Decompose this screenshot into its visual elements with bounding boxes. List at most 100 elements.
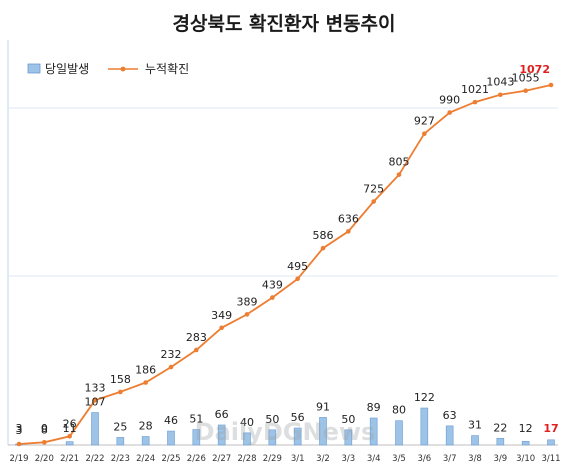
line-point-2/26	[194, 347, 199, 353]
x-tick-3/6: 3/6	[417, 454, 431, 464]
bar-label-2/25: 46	[164, 414, 178, 427]
bar-label-2/19: 3	[16, 422, 23, 435]
bar-2/28	[243, 432, 251, 446]
line-label-3/2: 586	[313, 229, 334, 242]
line-markers	[16, 82, 554, 447]
bar-label-2/24: 28	[139, 420, 153, 433]
bar-3/8	[471, 435, 479, 446]
line-label-3/8: 1021	[461, 83, 489, 96]
bar-3/10	[521, 441, 530, 446]
bar-label-3/9: 22	[493, 421, 507, 434]
line-label-2/21: 26	[63, 417, 77, 430]
line-point-2/28	[244, 312, 250, 317]
bar-label-2/27: 66	[215, 408, 229, 421]
x-tick-3/2: 3/2	[316, 454, 330, 464]
line-point-3/1	[295, 276, 300, 282]
bar-label-3/4: 89	[367, 401, 381, 414]
line-label-2/22: 133	[85, 381, 106, 394]
watermark: DailyDGNews	[195, 418, 376, 446]
line-point-3/4	[371, 199, 376, 204]
bar-3/6	[420, 407, 429, 446]
bar-label-3/11: 17	[543, 422, 558, 435]
x-tick-2/23: 2/23	[111, 454, 130, 464]
line-point-2/23	[118, 389, 123, 395]
bar-label-3/8: 31	[468, 419, 482, 432]
cumulative-line	[18, 84, 552, 445]
line-label-2/27: 349	[211, 309, 232, 322]
bar-2/22	[91, 412, 99, 446]
line-point-3/3	[346, 229, 351, 234]
bar-2/21	[65, 441, 74, 446]
line-point-2/20	[42, 440, 47, 445]
bar-3/9	[496, 438, 505, 446]
x-tick-3/3: 3/3	[341, 454, 355, 464]
line-label-2/25: 232	[161, 348, 182, 361]
bar-label-3/10: 12	[519, 422, 533, 435]
x-tick-2/21: 2/21	[60, 454, 79, 464]
bar-label-3/2: 91	[316, 400, 330, 413]
line-point-2/19	[16, 441, 22, 447]
bar-2/25	[167, 430, 175, 446]
bar-2/29	[268, 429, 277, 446]
x-tick-2/28: 2/28	[237, 454, 256, 464]
bar-label-3/5: 80	[392, 404, 406, 417]
line-point-2/21	[67, 433, 72, 439]
x-tick-2/27: 2/27	[212, 454, 231, 464]
x-tick-2/20: 2/20	[35, 454, 54, 464]
line-point-2/24	[143, 380, 148, 385]
bar-series	[15, 407, 555, 446]
x-tick-3/5: 3/5	[392, 454, 406, 464]
line-point-3/10	[523, 88, 528, 94]
line-label-3/11: 1072	[519, 63, 550, 76]
line-label-2/28: 389	[237, 295, 258, 308]
bar-data-labels: 3 0 11 107 25 28 46 51 66 40 50 56 91 50 89 80 122 63 31 22…	[16, 391, 559, 435]
line-point-3/5	[396, 172, 402, 177]
line-point-3/7	[447, 110, 452, 115]
bar-3/2	[319, 417, 327, 446]
bar-2/26	[192, 429, 201, 446]
bar-label-3/7: 63	[443, 409, 457, 422]
line-data-labels: 3 8 26 133 158 186 232 283 349 389 439 495 586 636 725…	[16, 63, 551, 437]
line-point-3/11	[548, 82, 554, 88]
bar-3/3	[344, 429, 353, 446]
x-tick-2/22: 2/22	[85, 454, 104, 464]
line-label-2/26: 283	[186, 331, 207, 344]
bar-3/11	[547, 439, 555, 446]
line-label-2/19: 3	[16, 424, 23, 437]
x-tick-2/29: 2/29	[263, 454, 282, 464]
bar-label-2/29: 50	[265, 413, 279, 426]
line-label-3/7: 990	[439, 94, 460, 107]
legend-line-marker	[120, 66, 126, 72]
line-label-3/10: 1055	[512, 72, 540, 85]
bar-3/7	[445, 425, 454, 446]
line-point-2/29	[270, 295, 275, 300]
x-tick-2/25: 2/25	[161, 454, 180, 464]
legend-line-label: 누적확진	[145, 62, 189, 76]
bar-label-3/1: 56	[291, 411, 305, 424]
x-tick-2/19: 2/19	[9, 454, 28, 464]
line-label-3/3: 636	[338, 212, 359, 225]
bar-2/27	[217, 424, 226, 446]
line-point-3/8	[472, 99, 478, 105]
bar-label-3/6: 122	[414, 391, 435, 404]
line-series	[18, 84, 552, 445]
bar-3/4	[369, 417, 378, 446]
bar-2/24	[141, 436, 150, 446]
line-point-2/25	[168, 364, 174, 370]
bar-2/23	[116, 437, 125, 446]
x-tick-3/1: 3/1	[291, 454, 305, 464]
x-tick-3/11: 3/11	[541, 454, 560, 464]
line-point-3/6	[422, 131, 427, 136]
line-label-2/23: 158	[110, 373, 131, 386]
x-tick-2/26: 2/26	[187, 454, 206, 464]
x-tick-3/4: 3/4	[367, 454, 381, 464]
legend-bar-swatch	[27, 63, 41, 74]
bar-label-2/28: 40	[240, 416, 254, 429]
x-axis-ticks: 2/19 2/20 2/21 2/22 2/23 2/24 2/25 2/26 2/27 2/28…	[9, 454, 560, 464]
line-label-3/4: 725	[363, 183, 384, 196]
bar-3/5	[395, 420, 403, 446]
line-label-2/24: 186	[135, 364, 156, 377]
chart-title: 경상북도 확진환자 변동추이	[173, 12, 396, 35]
bar-label-2/26: 51	[189, 413, 203, 426]
